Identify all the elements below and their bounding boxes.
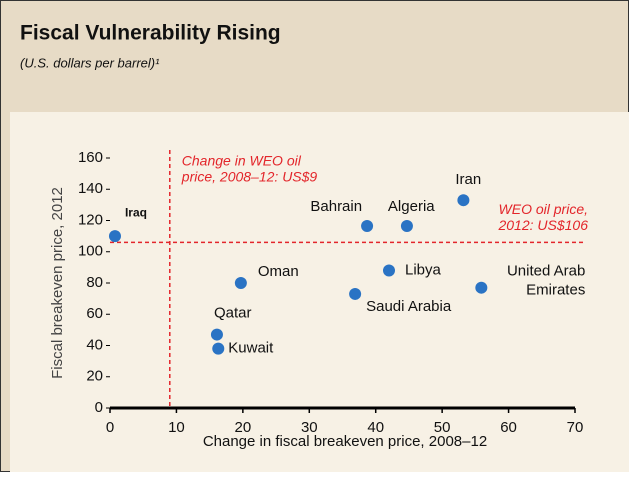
chart-title: Fiscal Vulnerability Rising [20,22,281,45]
y-tick-label: 20 [86,368,103,385]
x-axis-label: Change in fiscal breakeven price, 2008–1… [203,433,487,450]
point-label: Kuwait [228,340,274,357]
point-label: Algeria [388,198,435,215]
y-tick-label: 80 [86,274,103,291]
point [475,281,488,294]
point [210,328,223,341]
point [349,287,362,300]
point-label: Iran [455,171,481,188]
reference-label: 2012: US$106 [497,217,588,233]
y-axis-label: Fiscal breakeven price, 2012 [49,187,66,379]
x-tick-label: 60 [500,419,517,436]
point [400,219,413,232]
y-tick-label: 140 [78,180,103,197]
subtitle: (U.S. dollars per barrel)¹ [20,55,160,70]
point [361,219,374,232]
x-tick-label: 10 [168,419,185,436]
x-tick-label: 50 [434,419,451,436]
point-label: Qatar [214,305,252,322]
panel [10,112,629,472]
point-label: Saudi Arabia [366,298,452,315]
point [108,230,121,243]
x-tick-label: 20 [235,419,252,436]
reference-label: WEO oil price, [499,201,588,217]
x-tick-label: 30 [301,419,318,436]
x-tick-label: 0 [106,419,114,436]
y-tick-label: 100 [78,243,103,260]
x-tick-label: 70 [567,419,584,436]
point [212,342,225,355]
point-label: Oman [258,263,299,280]
point-label-line: Emirates [526,282,585,299]
point-label: Bahrain [310,198,362,215]
reference-label: price, 2008–12: US$9 [181,169,318,185]
point-label: Libya [405,261,442,278]
point [234,277,247,289]
y-tick-label: 160 [78,149,103,166]
y-tick-label: 40 [86,336,103,353]
point [383,264,395,277]
y-tick-label: 0 [95,399,103,416]
point [457,194,470,207]
reference-label: Change in WEO oil [182,153,302,169]
y-tick-label: 60 [86,305,103,322]
y-tick-label: 120 [78,211,103,228]
x-tick-label: 40 [367,419,384,436]
point-label: Iraq [125,205,147,219]
point-label-line: United Arab [507,263,585,280]
point-label: United Arab Emirates [507,263,585,299]
